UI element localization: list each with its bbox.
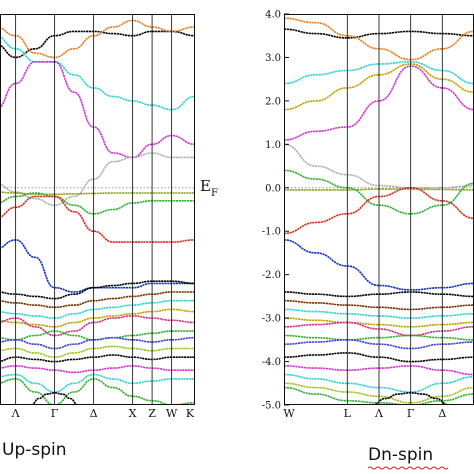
band-line-7 xyxy=(0,192,195,215)
y-tick-label: 2.0 xyxy=(265,96,281,107)
band-line-18 xyxy=(0,354,195,363)
plot-frame xyxy=(0,14,195,405)
band-line-3 xyxy=(0,35,195,111)
fermi-label-sub: F xyxy=(211,188,218,199)
kpoint-label: Z xyxy=(148,407,156,420)
band-line-2 xyxy=(0,19,195,59)
band-line-17 xyxy=(0,345,195,359)
y-tick-label: -1.0 xyxy=(262,227,281,238)
kpoint-label: Δ xyxy=(438,407,446,420)
band-line-20 xyxy=(0,373,195,393)
band-line-15 xyxy=(0,330,195,341)
dn-spin-panel: W L Λ Γ Δ 4.0 3.0 2.0 1.0 0.0 -1.0 -2.0 -3.0 -4.0 -5.0 xyxy=(262,10,474,420)
band-line-10 xyxy=(0,280,195,300)
y-tick-label: 3.0 xyxy=(265,53,281,64)
band-line-5 xyxy=(0,152,195,207)
kpoint-label: Λ xyxy=(11,407,21,420)
kpoint-label: K xyxy=(186,407,195,420)
band-line-4 xyxy=(0,61,195,159)
up-spin-caption: Up-spin xyxy=(2,440,67,460)
band-line-6 xyxy=(0,191,195,196)
band-line-11 xyxy=(0,291,195,309)
spellcheck-underline xyxy=(368,466,449,470)
kpoint-label: X xyxy=(129,407,137,420)
kpoint-label: W xyxy=(283,407,295,420)
kpoint-label: Λ xyxy=(374,407,384,420)
y-tick-label: 1.0 xyxy=(265,140,281,151)
y-tick-label: 0.0 xyxy=(265,183,281,194)
kpoint-label: Γ xyxy=(51,407,59,420)
band-line-21 xyxy=(0,378,195,405)
y-tick-label: -2.0 xyxy=(262,270,281,281)
y-tick-label: -4.0 xyxy=(262,357,281,368)
band-line-8 xyxy=(0,195,195,243)
y-tick-label: -3.0 xyxy=(262,314,281,325)
band-line-13 xyxy=(0,308,195,328)
fermi-level-label: E F xyxy=(200,177,218,199)
dn-spin-caption: Dn-spin xyxy=(368,445,434,465)
band-line-12 xyxy=(0,299,195,319)
kpoint-label: L xyxy=(344,407,352,420)
band-line-9 xyxy=(0,239,195,293)
band-line-16 xyxy=(0,336,195,350)
y-tick-label: -5.0 xyxy=(262,401,281,412)
band-line-14 xyxy=(0,315,195,337)
fermi-label-e: E xyxy=(200,177,211,195)
band-line-1 xyxy=(0,30,195,59)
kpoint-label: Γ xyxy=(407,407,415,420)
kpoint-label: W xyxy=(166,407,178,420)
band-line-22 xyxy=(31,391,79,405)
band-line-19 xyxy=(0,365,195,374)
y-tick-label: 4.0 xyxy=(265,10,281,21)
kpoint-label: Δ xyxy=(90,407,98,420)
